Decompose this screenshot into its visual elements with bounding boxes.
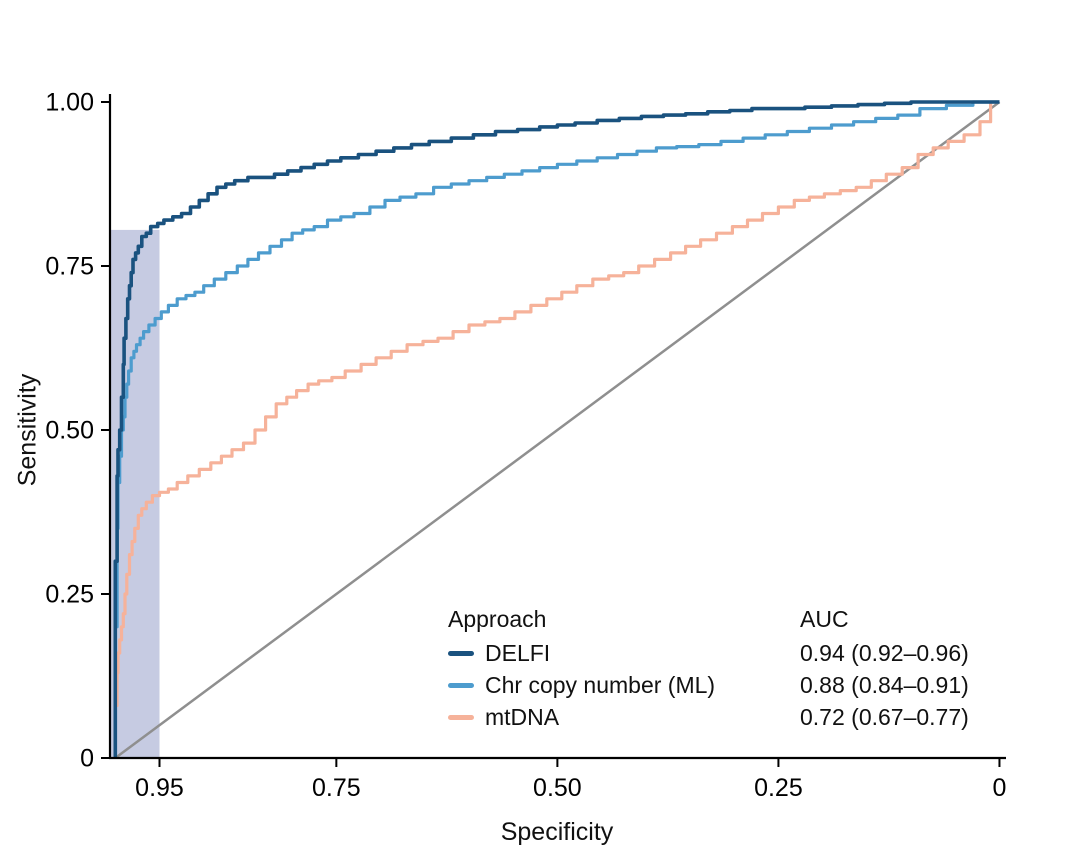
y-tick-label: 0.25 [45, 581, 94, 609]
roc-curve-delfi [113, 100, 1000, 758]
x-tick-label: 0.95 [135, 774, 184, 802]
legend-approach-header: Approach [448, 605, 547, 632]
y-tick-label: 0 [80, 745, 94, 773]
legend-swatch-chr-copy-number [448, 682, 474, 688]
legend-row-chr-copy-number: Chr copy number (ML) 0.88 (0.84–0.91) [448, 669, 969, 701]
y-tick-label: 0.75 [45, 253, 94, 281]
legend-swatch-mtdna [448, 714, 474, 720]
x-tick-label: 0 [993, 774, 1007, 802]
legend-header-row: Approach AUC [448, 601, 969, 637]
legend-label-chr-copy-number: Chr copy number (ML) [485, 671, 716, 698]
legend-label-delfi: DELFI [485, 639, 551, 666]
legend-swatch-delfi [448, 650, 474, 656]
legend-auc-mtdna: 0.72 (0.67–0.77) [800, 703, 969, 730]
roc-curve-chr-copy-number-ml [113, 100, 1000, 758]
legend-auc-header: AUC [800, 605, 849, 632]
legend-auc-chr-copy-number: 0.88 (0.84–0.91) [800, 671, 969, 698]
y-tick-label: 0.50 [45, 417, 94, 445]
x-tick-label: 0.75 [312, 774, 361, 802]
x-tick-label: 0.25 [754, 774, 803, 802]
legend: Approach AUC DELFI 0.94 (0.92–0.96) Chr … [448, 601, 969, 733]
legend-auc-delfi: 0.94 (0.92–0.96) [800, 639, 969, 666]
x-tick-label: 0.50 [533, 774, 582, 802]
legend-label-mtdna: mtDNA [485, 703, 560, 730]
roc-curve-mtdna [113, 100, 1000, 758]
y-tick-label: 1.00 [45, 89, 94, 117]
chance-diagonal-line [114, 100, 1001, 760]
y-axis-title: Sensitivity [13, 373, 42, 487]
legend-row-delfi: DELFI 0.94 (0.92–0.96) [448, 637, 969, 669]
legend-row-mtdna: mtDNA 0.72 (0.67–0.77) [448, 701, 969, 733]
x-axis-title: Specificity [500, 818, 614, 846]
